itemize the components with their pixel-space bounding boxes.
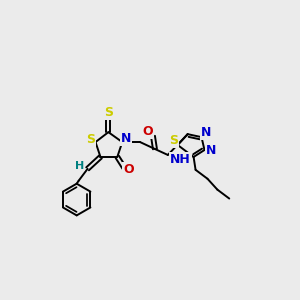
Text: N: N bbox=[206, 143, 217, 157]
Text: O: O bbox=[123, 163, 134, 176]
Text: O: O bbox=[143, 125, 153, 138]
Text: H: H bbox=[75, 161, 84, 171]
Text: S: S bbox=[169, 134, 178, 147]
Text: N: N bbox=[201, 126, 212, 139]
Text: S: S bbox=[86, 133, 95, 146]
Text: S: S bbox=[104, 106, 113, 119]
Text: N: N bbox=[121, 132, 131, 145]
Text: NH: NH bbox=[170, 153, 190, 167]
